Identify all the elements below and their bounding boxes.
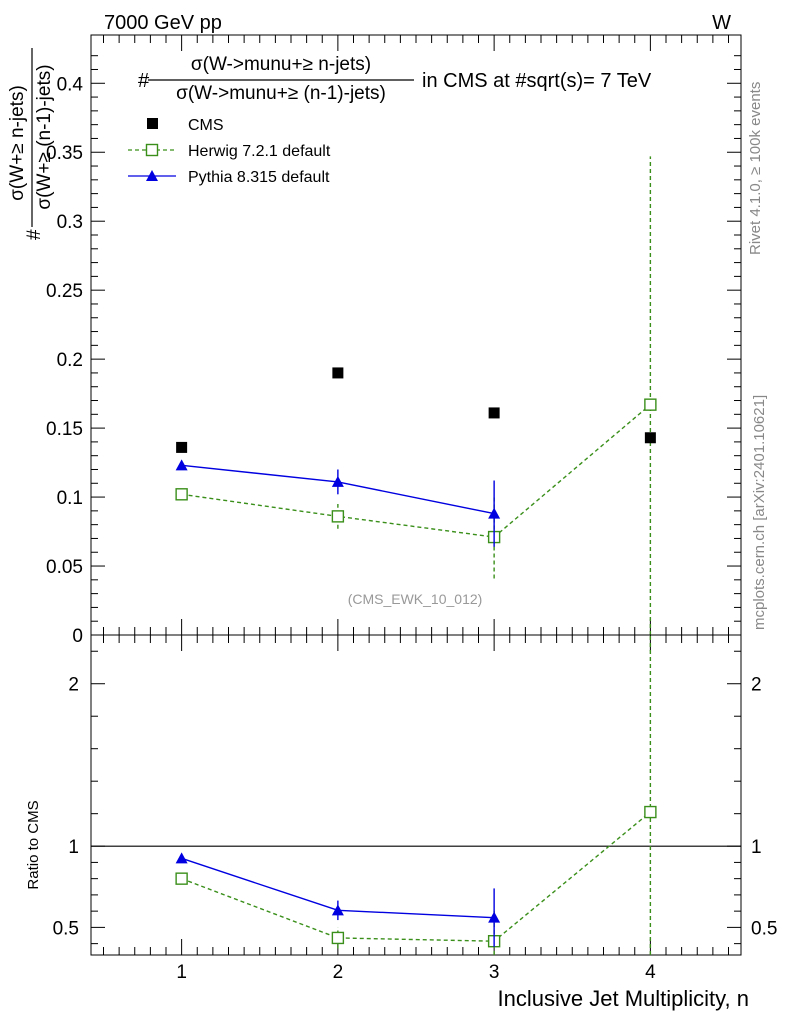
- data-point-herwig: [331, 510, 345, 523]
- data-point-herwig: [331, 931, 345, 945]
- analysis-watermark: (CMS_EWK_10_012): [348, 591, 483, 607]
- legend: CMS Herwig 7.2.1 default Pythia 8.315 de…: [128, 117, 331, 186]
- ratio-y-tick-label-left: 1: [68, 837, 79, 858]
- ylabel-denominator: σ(W+≥ (n-1)-jets): [34, 64, 55, 209]
- y-tick-label: 0.05: [46, 557, 83, 578]
- series-line: [181, 404, 651, 538]
- data-point-herwig: [644, 805, 657, 819]
- ratio-y-tick-label-right: 2: [751, 675, 762, 696]
- data-point-herwig: [175, 872, 188, 885]
- legend-herwig-label: Herwig 7.2.1 default: [188, 143, 331, 160]
- legend-pythia-label: Pythia 8.315 default: [188, 169, 330, 186]
- ylabel-prefix: #: [24, 229, 45, 240]
- main-axis-ticks: [91, 35, 741, 636]
- ratio-y-tick-label-left: 0.5: [53, 918, 79, 939]
- data-point-cms: [644, 432, 656, 444]
- data-point-pythia: [175, 459, 188, 471]
- ratio-plot-frame: [90, 634, 742, 956]
- ratio-y-axis-label: Ratio to CMS: [25, 800, 42, 889]
- ylabel-numerator: σ(W+≥ n-jets): [7, 85, 28, 201]
- y-tick-label: 0.3: [57, 212, 83, 233]
- header-energy-label: 7000 GeV pp: [104, 12, 222, 34]
- x-tick-labels: 1 2 3 4: [176, 962, 656, 983]
- y-tick-label: 0.25: [46, 281, 83, 302]
- x-tick-label: 4: [645, 962, 656, 983]
- data-point-pythia: [488, 507, 501, 519]
- y-tick-label: 0.1: [57, 488, 83, 509]
- x-tick-label: 3: [489, 962, 500, 983]
- data-point-cms: [488, 407, 500, 419]
- ratio-y-tick-label-right: 0.5: [751, 918, 777, 939]
- title-suffix: in CMS at #sqrt(s)= 7 TeV: [422, 70, 652, 92]
- x-axis-label: Inclusive Jet Multiplicity, n: [498, 986, 749, 1011]
- legend-cms-marker: [147, 118, 158, 129]
- data-point-herwig: [644, 398, 657, 411]
- y-tick-label: 0.4: [57, 74, 84, 95]
- data-point-cms: [332, 367, 344, 379]
- mcplots-label: mcplots.cern.ch [arXiv:2401.10621]: [751, 395, 768, 630]
- series-line: [181, 811, 651, 942]
- legend-herwig-marker: [145, 143, 159, 157]
- legend-cms-label: CMS: [188, 117, 224, 134]
- data-point-pythia: [331, 475, 344, 487]
- plot-title: # σ(W->munu+≥ n-jets) σ(W->munu+≥ (n-1)-…: [138, 54, 652, 104]
- x-tick-label: 1: [176, 962, 187, 983]
- y-tick-label: 0.35: [46, 143, 83, 164]
- main-y-tick-labels: 0 0.05 0.1 0.15 0.2 0.25 0.3 0.35 0.4: [46, 74, 83, 647]
- header-process-label: W: [712, 12, 731, 34]
- y-tick-label: 0: [72, 626, 83, 647]
- ratio-y-tick-label-right: 1: [751, 837, 762, 858]
- data-point-pythia: [488, 911, 501, 923]
- data-point-pythia: [331, 904, 344, 916]
- rivet-version-label: Rivet 4.1.0, ≥ 100k events: [747, 82, 764, 255]
- ratio-axis-ticks: [91, 635, 741, 955]
- data-point-pythia: [175, 852, 188, 864]
- title-numerator: σ(W->munu+≥ n-jets): [191, 54, 371, 75]
- ratio-y-tick-label-left: 2: [68, 675, 79, 696]
- ratio-y-tick-labels: 0.5 0.5 1 1 2 2: [53, 675, 778, 940]
- main-data-layer: [175, 156, 657, 635]
- title-prefix: #: [138, 70, 150, 92]
- data-point-herwig: [175, 488, 188, 501]
- title-denominator: σ(W->munu+≥ (n-1)-jets): [176, 83, 386, 104]
- y-tick-label: 0.2: [57, 350, 83, 371]
- y-tick-label: 0.15: [46, 419, 83, 440]
- data-point-cms: [176, 441, 188, 453]
- x-tick-label: 2: [333, 962, 344, 983]
- ratio-data-layer: [175, 635, 657, 955]
- legend-pythia-marker: [146, 170, 158, 181]
- main-y-axis-label: # σ(W+≥ n-jets) σ(W+≥ (n-1)-jets): [7, 48, 55, 240]
